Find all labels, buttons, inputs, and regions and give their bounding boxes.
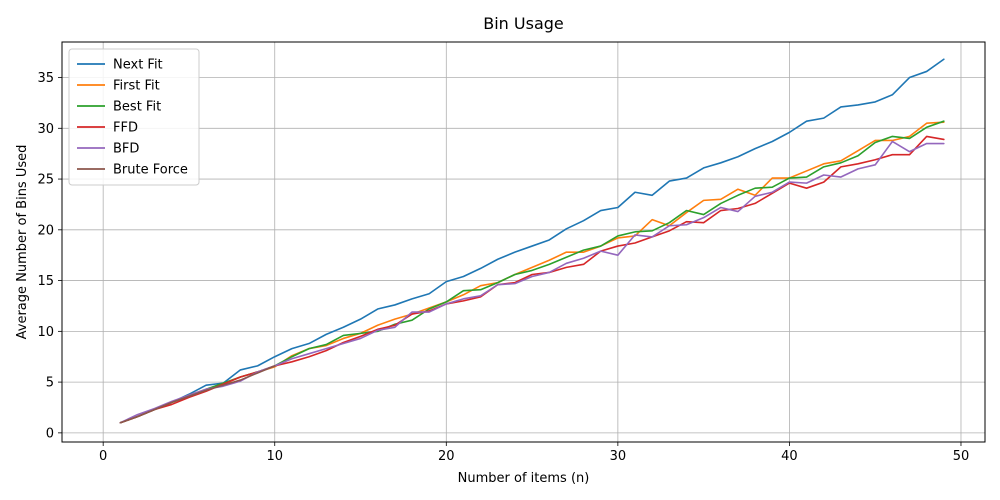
legend-label: FFD bbox=[113, 121, 138, 136]
x-tick-label: 10 bbox=[266, 449, 283, 464]
legend-label: Best Fit bbox=[113, 100, 161, 115]
y-tick-label: 20 bbox=[37, 223, 54, 238]
legend-label: Next Fit bbox=[113, 58, 163, 73]
y-tick-label: 15 bbox=[37, 274, 54, 289]
legend-label: Brute Force bbox=[113, 163, 188, 178]
series-line-best-fit bbox=[119, 120, 945, 424]
series-line-bfd bbox=[119, 140, 945, 424]
x-axis-title: Number of items (n) bbox=[458, 471, 590, 486]
x-tick-label: 50 bbox=[953, 449, 970, 464]
plot-frame bbox=[61, 41, 986, 443]
legend-label: BFD bbox=[113, 142, 139, 157]
x-tick-label: 30 bbox=[610, 449, 627, 464]
y-tick-label: 35 bbox=[37, 71, 54, 86]
y-tick-label: 5 bbox=[46, 376, 54, 391]
legend: Next Fit First Fit Best Fit FFD BFD Brute For… bbox=[68, 48, 200, 186]
series-line-brute-force bbox=[119, 365, 276, 424]
x-tick-label: 40 bbox=[781, 449, 798, 464]
y-tick-label: 25 bbox=[37, 173, 54, 188]
ticks: 0 10 20 30 40 50 0 5 10 15 20 25 30 35 bbox=[37, 71, 969, 464]
series-line-first-fit bbox=[119, 121, 945, 424]
legend-label: First Fit bbox=[113, 79, 160, 94]
y-tick-label: 30 bbox=[37, 122, 54, 137]
y-tick-label: 10 bbox=[37, 325, 54, 340]
legend-box bbox=[68, 48, 200, 186]
series-line-next-fit bbox=[119, 58, 945, 424]
x-tick-label: 0 bbox=[99, 449, 107, 464]
y-tick-label: 0 bbox=[46, 426, 54, 441]
axes bbox=[61, 41, 986, 443]
x-tick-label: 20 bbox=[438, 449, 455, 464]
series-lines bbox=[119, 58, 945, 424]
chart-title: Bin Usage bbox=[483, 14, 564, 33]
grid bbox=[62, 42, 985, 442]
y-axis-title: Average Number of Bins Used bbox=[15, 145, 30, 340]
